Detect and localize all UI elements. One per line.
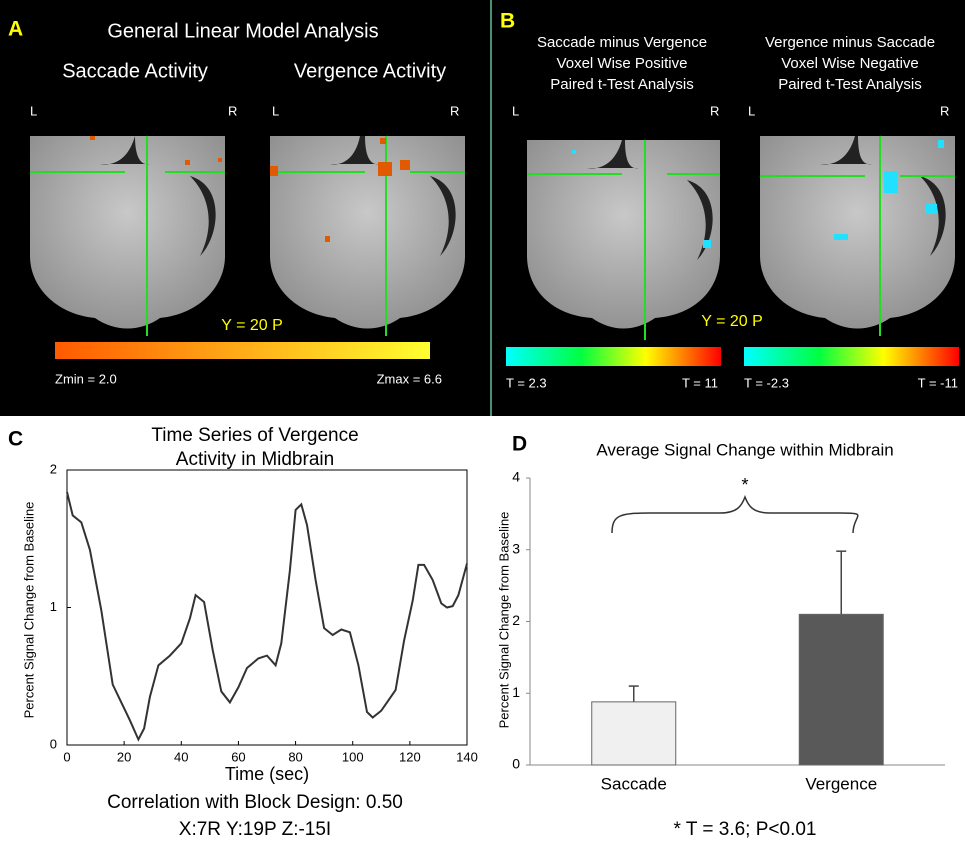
x-axis-label: Time (sec) — [225, 764, 309, 784]
heading-line: Paired t-Test Analysis — [778, 76, 921, 93]
data-line — [67, 492, 467, 740]
x-tick-label: 20 — [117, 749, 131, 764]
brain-slice — [270, 136, 465, 336]
heading-line: Voxel Wise Positive — [557, 55, 688, 72]
side-label: R — [228, 103, 237, 118]
side-label: L — [272, 103, 279, 118]
side-label: R — [940, 103, 949, 118]
side-label: R — [450, 103, 459, 118]
x-tick-label: 80 — [288, 749, 302, 764]
heading-line: Paired t-Test Analysis — [550, 76, 693, 93]
y-tick-label: 2 — [50, 461, 57, 476]
side-label: R — [710, 103, 719, 118]
y-tick-label: 1 — [512, 684, 520, 700]
slice-label: Saccade Activity — [62, 60, 208, 82]
y-axis-label: Percent Signal Change from Baseline — [21, 502, 36, 719]
brain-slice — [760, 136, 955, 336]
y-tick-label: 0 — [50, 736, 57, 751]
scale-label: T = 2.3 — [506, 375, 547, 390]
y-tick-label: 1 — [50, 599, 57, 614]
colorbar — [55, 342, 430, 359]
plot-frame — [67, 470, 467, 745]
x-tick-label: 140 — [456, 749, 478, 764]
side-label: L — [748, 103, 755, 118]
colorbar — [744, 347, 959, 366]
y-tick-label: 2 — [512, 612, 520, 628]
heading-line: Voxel Wise Negative — [781, 55, 919, 72]
x-tick-label: Vergence — [805, 774, 877, 793]
figure: A General Linear Model Analysis Saccade … — [0, 0, 965, 847]
bar — [592, 702, 676, 765]
scale-label: T = -11 — [918, 375, 958, 390]
x-tick-label: 100 — [342, 749, 364, 764]
x-tick-label: 0 — [63, 749, 70, 764]
annotation: * — [741, 475, 748, 495]
x-tick-label: 40 — [174, 749, 188, 764]
x-tick-label: 60 — [231, 749, 245, 764]
significance-brace — [612, 497, 858, 533]
side-label: L — [30, 103, 37, 118]
colorbar — [506, 347, 721, 366]
note: X:7R Y:19P Z:-15I — [179, 819, 331, 840]
y-axis-label: Percent Signal Change from Baseline — [496, 512, 511, 729]
note: Correlation with Block Design: 0.50 — [107, 792, 403, 813]
brain-slice — [30, 136, 225, 336]
slice-position: Y = 20 P — [221, 317, 283, 334]
y-tick-label: 0 — [512, 756, 520, 772]
note: * T = 3.6; P<0.01 — [674, 819, 817, 840]
side-label: L — [512, 103, 519, 118]
panel-title: General Linear Model Analysis — [107, 20, 378, 42]
y-tick-label: 3 — [512, 540, 520, 556]
chart-title: Time Series of Vergence — [151, 425, 358, 446]
chart-title: Activity in Midbrain — [176, 449, 334, 470]
scale-label: Zmax = 6.6 — [377, 371, 442, 386]
chart-title: Average Signal Change within Midbrain — [596, 440, 893, 459]
scale-label: T = -2.3 — [744, 375, 789, 390]
panel-letter: D — [512, 433, 527, 456]
scale-label: Zmin = 2.0 — [55, 371, 117, 386]
panel-letter: C — [8, 428, 23, 451]
heading-line: Saccade minus Vergence — [537, 34, 707, 51]
bar — [799, 614, 883, 765]
slice-position: Y = 20 P — [701, 313, 763, 330]
heading-line: Vergence minus Saccade — [765, 34, 935, 51]
y-tick-label: 4 — [512, 469, 520, 485]
panel-letter: A — [8, 18, 23, 41]
x-tick-label: Saccade — [601, 774, 667, 793]
x-tick-label: 120 — [399, 749, 421, 764]
scale-label: T = 11 — [682, 375, 718, 390]
slice-label: Vergence Activity — [294, 60, 446, 82]
panel-letter: B — [500, 10, 515, 33]
